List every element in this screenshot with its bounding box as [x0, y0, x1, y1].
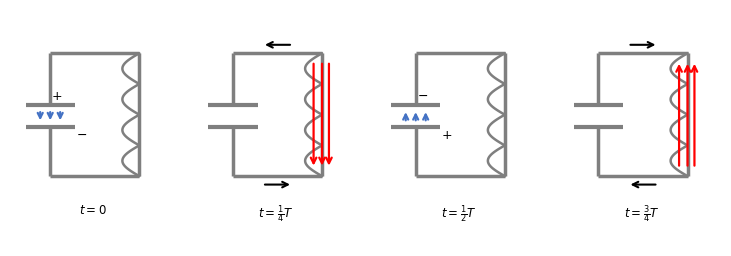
Text: $t = \frac{3}{4}T$: $t = \frac{3}{4}T$: [624, 204, 659, 226]
Text: $t = \frac{1}{2}T$: $t = \frac{1}{2}T$: [441, 204, 477, 226]
Text: +: +: [442, 129, 452, 142]
Text: −: −: [418, 90, 428, 103]
Text: +: +: [52, 90, 62, 103]
Text: −: −: [77, 129, 88, 142]
Text: $t = 0$: $t = 0$: [80, 204, 107, 217]
Text: $t = \frac{1}{4}T$: $t = \frac{1}{4}T$: [258, 204, 294, 226]
